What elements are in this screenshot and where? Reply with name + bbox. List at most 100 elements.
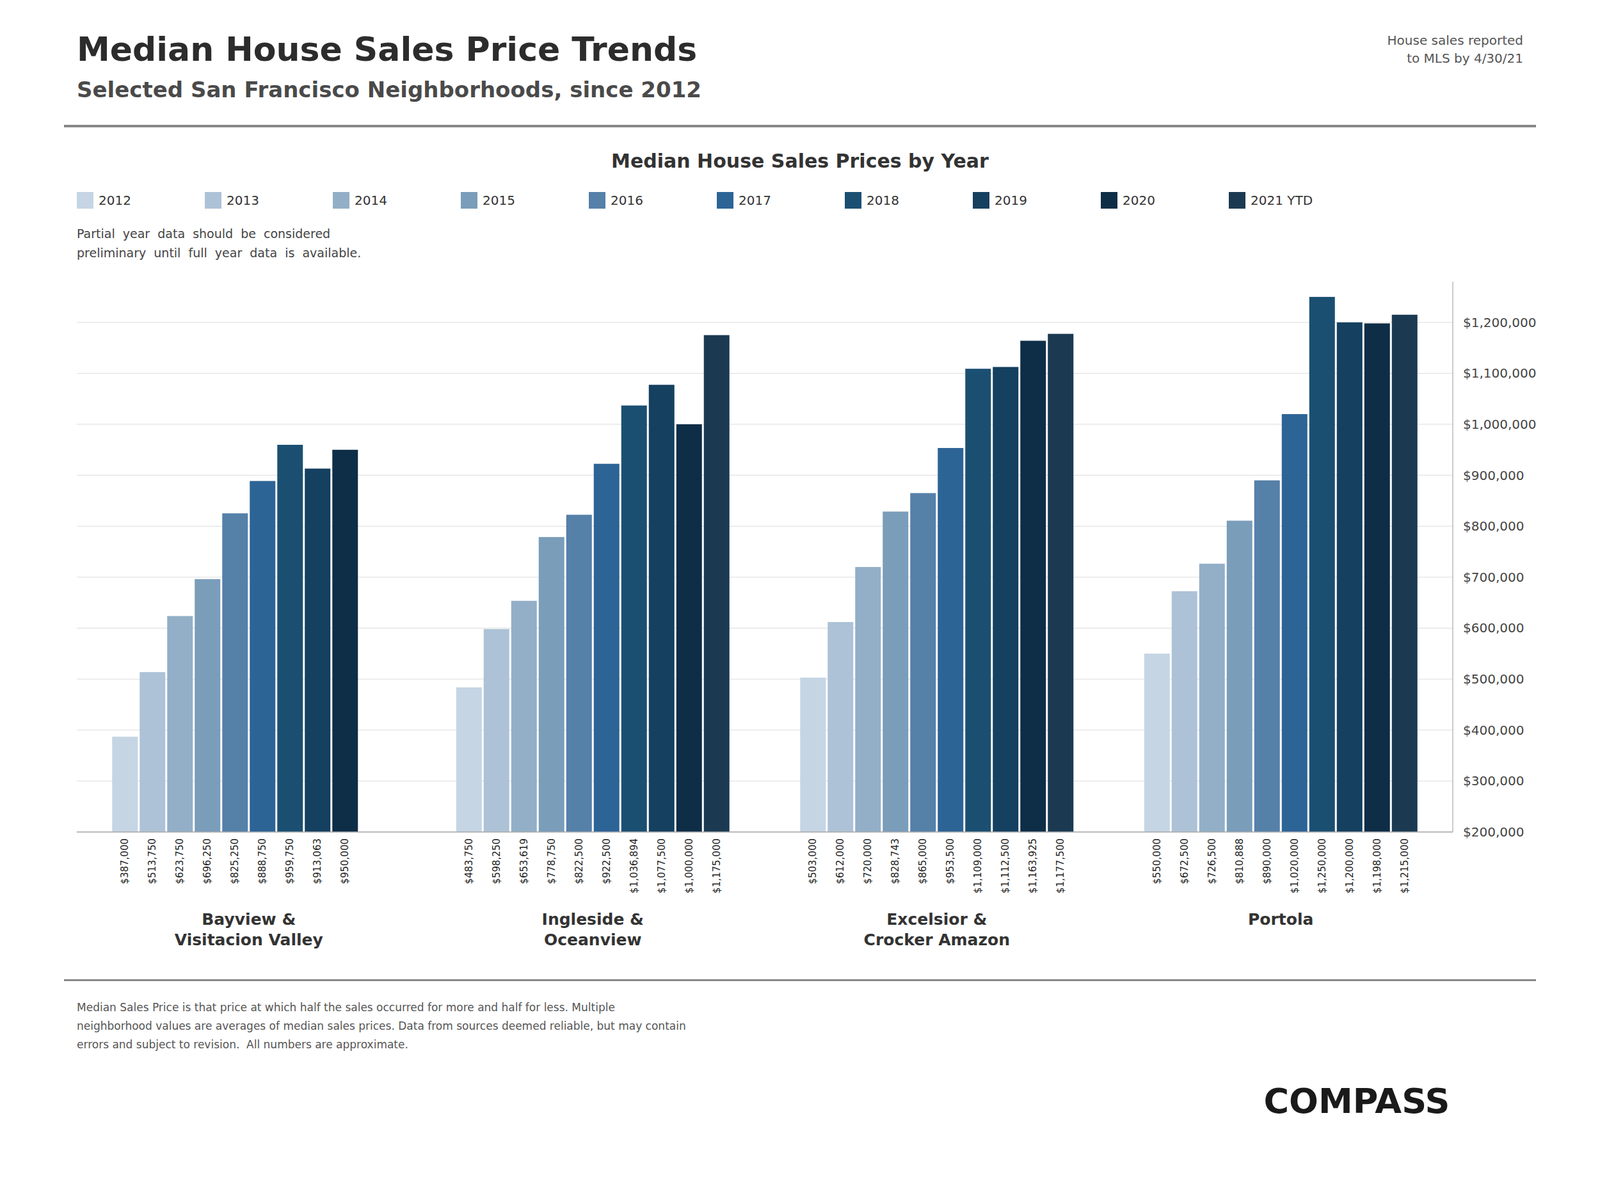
data-label: $1,163,925: [1027, 838, 1039, 894]
divider: [64, 979, 1536, 982]
data-label: $1,077,500: [656, 838, 668, 894]
data-label: $950,000: [339, 838, 351, 885]
data-label: $550,000: [1151, 838, 1163, 885]
bar: [222, 513, 248, 832]
legend-label: 2012: [98, 192, 132, 208]
y-tick-label: $800,000: [1463, 518, 1524, 534]
bar: [1199, 563, 1225, 832]
note: Partial year data should be consideredpr…: [76, 226, 361, 260]
legend-swatch: [460, 192, 478, 209]
data-label: $888,750: [256, 838, 269, 885]
bar: [800, 677, 826, 832]
data-label: $513,750: [146, 838, 159, 885]
data-label: $1,215,000: [1399, 838, 1411, 894]
bar: [277, 444, 303, 832]
legend: 2012201320142015201620172018201920202021…: [76, 192, 1313, 209]
data-label: $387,000: [119, 838, 131, 885]
bar: [882, 511, 909, 832]
grid-line: [76, 832, 1453, 833]
y-tick-label: $1,000,000: [1463, 416, 1537, 432]
bar: [827, 622, 854, 832]
legend-label: 2016: [610, 192, 644, 208]
legend-label: 2014: [354, 192, 388, 208]
bar: [1254, 480, 1280, 832]
bar: [1144, 653, 1170, 832]
bar: [593, 464, 620, 832]
bar: [1047, 334, 1074, 832]
legend-swatch: [1100, 192, 1118, 209]
data-label: $922,500: [600, 838, 613, 885]
bar: [676, 424, 703, 832]
data-label: $612,000: [834, 838, 847, 885]
category-label: Bayview &Visitacion Valley: [174, 910, 324, 950]
chart: Median House Sales Price TrendsSelected …: [0, 0, 1600, 1200]
data-label: $890,000: [1261, 838, 1273, 885]
bar: [704, 335, 730, 832]
bar: [1171, 591, 1198, 832]
bar: [511, 600, 537, 832]
y-axis-line: [1452, 281, 1453, 832]
data-label: $1,020,000: [1288, 838, 1301, 894]
data-labels: $387,000$513,750$623,750$696,250$825,250…: [119, 838, 1411, 894]
data-label: $959,750: [284, 838, 296, 885]
data-label: $1,000,000: [683, 838, 696, 894]
bar: [332, 449, 358, 832]
bar: [1364, 323, 1391, 832]
bar: [1281, 414, 1308, 832]
bar: [304, 468, 331, 832]
bar: [1336, 322, 1363, 832]
data-label: $483,750: [463, 838, 475, 885]
data-label: $503,000: [807, 838, 819, 885]
data-label: $822,500: [573, 838, 585, 885]
data-label: $720,000: [862, 838, 874, 885]
y-tick-label: $1,200,000: [1463, 314, 1537, 331]
bar: [1226, 520, 1253, 832]
bar: [112, 736, 138, 832]
data-label: $696,250: [201, 838, 214, 885]
bar: [456, 687, 482, 832]
bar: [648, 384, 675, 832]
legend-swatch: [588, 192, 606, 209]
data-label: $1,198,000: [1371, 838, 1384, 894]
legend-label: 2021 YTD: [1250, 192, 1313, 208]
legend-label: 2017: [738, 192, 772, 208]
y-tick-label: $900,000: [1463, 467, 1524, 484]
bar: [621, 405, 648, 832]
data-label: $672,500: [1178, 838, 1191, 885]
grid-line: [76, 423, 1453, 425]
bar: [167, 616, 193, 832]
data-label: $953,500: [944, 838, 957, 885]
logo: COMPASS: [1263, 1080, 1450, 1122]
data-label: $623,750: [174, 838, 186, 885]
y-tick-label: $400,000: [1463, 722, 1524, 738]
bar: [937, 448, 964, 832]
bar: [139, 672, 166, 832]
bar: [1020, 340, 1046, 832]
data-label: $778,750: [545, 838, 558, 885]
background: [0, 0, 1600, 1200]
data-label: $1,250,000: [1316, 838, 1328, 894]
data-label: $1,177,500: [1054, 838, 1067, 894]
data-label: $726,500: [1206, 838, 1218, 885]
legend-swatch: [204, 192, 222, 209]
data-label: $828,743: [889, 838, 902, 885]
legend-swatch: [1228, 192, 1246, 209]
bar: [965, 368, 991, 832]
legend-swatch: [844, 192, 862, 209]
data-label: $1,200,000: [1344, 838, 1356, 894]
footer: Median Sales Price is that price at whic…: [76, 1000, 687, 1051]
data-label: $653,619: [518, 838, 530, 885]
category-label: Excelsior &Crocker Amazon: [864, 910, 1010, 950]
legend-label: 2020: [1122, 192, 1156, 208]
y-tick-label: $700,000: [1463, 569, 1524, 585]
data-label: $598,250: [490, 838, 503, 885]
bar: [538, 536, 565, 832]
legend-label: 2019: [994, 192, 1028, 208]
subtitle: Selected San Francisco Neighborhoods, si…: [76, 76, 702, 103]
bar: [992, 366, 1019, 832]
divider: [64, 124, 1536, 128]
grid: [76, 322, 1453, 832]
legend-label: 2013: [226, 192, 260, 208]
legend-swatch: [716, 192, 734, 209]
bar: [249, 481, 276, 832]
